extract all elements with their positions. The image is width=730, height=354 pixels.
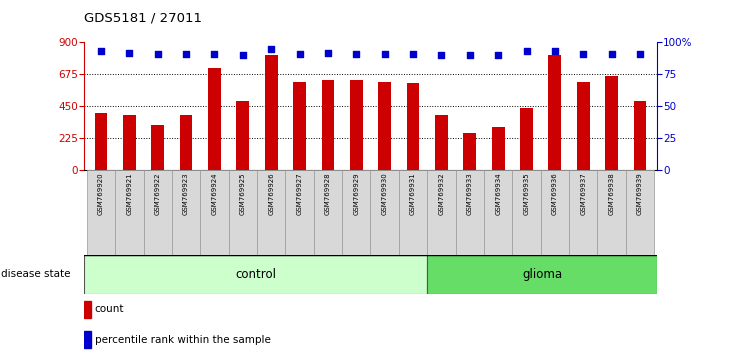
Text: GSM769934: GSM769934: [495, 172, 501, 215]
Text: GSM769922: GSM769922: [155, 172, 161, 215]
Text: glioma: glioma: [522, 268, 562, 281]
Text: disease state: disease state: [1, 269, 70, 279]
Bar: [84, 331, 91, 348]
Point: [464, 52, 476, 58]
Text: GSM769923: GSM769923: [183, 172, 189, 215]
Text: GSM769937: GSM769937: [580, 172, 586, 215]
Bar: [427, 170, 456, 255]
Point: [379, 51, 391, 57]
Bar: [123, 115, 136, 170]
Point: [152, 51, 164, 57]
Text: GSM769920: GSM769920: [98, 172, 104, 215]
Bar: [342, 170, 370, 255]
Point: [95, 48, 107, 54]
Text: GSM769929: GSM769929: [353, 172, 359, 215]
Text: GSM769927: GSM769927: [296, 172, 302, 215]
Bar: [180, 115, 193, 170]
Bar: [492, 127, 504, 170]
Bar: [512, 170, 541, 255]
Text: GSM769926: GSM769926: [268, 172, 274, 215]
Bar: [115, 170, 144, 255]
Bar: [399, 170, 427, 255]
Text: percentile rank within the sample: percentile rank within the sample: [95, 335, 271, 344]
Text: count: count: [95, 304, 124, 314]
Bar: [569, 170, 597, 255]
Text: GSM769924: GSM769924: [212, 172, 218, 215]
Bar: [172, 170, 200, 255]
Bar: [577, 82, 590, 170]
Bar: [435, 115, 447, 170]
Text: GSM769938: GSM769938: [609, 172, 615, 215]
Bar: [314, 170, 342, 255]
Point: [606, 51, 618, 57]
Point: [407, 51, 419, 57]
Text: GDS5181 / 27011: GDS5181 / 27011: [84, 12, 202, 25]
Bar: [285, 170, 314, 255]
Point: [634, 51, 646, 57]
Bar: [407, 83, 420, 170]
Point: [520, 48, 532, 54]
Text: GSM769930: GSM769930: [382, 172, 388, 215]
Text: GSM769928: GSM769928: [325, 172, 331, 215]
Bar: [228, 170, 257, 255]
Point: [180, 51, 192, 57]
Bar: [208, 68, 221, 170]
Bar: [427, 255, 657, 294]
Text: GSM769921: GSM769921: [126, 172, 132, 215]
Bar: [293, 82, 306, 170]
Point: [436, 52, 447, 58]
Text: GSM769933: GSM769933: [466, 172, 473, 215]
Text: GSM769935: GSM769935: [523, 172, 529, 215]
Bar: [634, 101, 646, 170]
Bar: [84, 301, 91, 318]
Point: [350, 51, 362, 57]
Text: GSM769936: GSM769936: [552, 172, 558, 215]
Bar: [541, 170, 569, 255]
Bar: [484, 170, 512, 255]
Text: GSM769925: GSM769925: [240, 172, 246, 215]
Point: [577, 51, 589, 57]
Point: [209, 51, 220, 57]
Bar: [548, 55, 561, 170]
Bar: [265, 55, 277, 170]
Point: [293, 51, 305, 57]
Bar: [371, 170, 399, 255]
Bar: [321, 80, 334, 170]
Bar: [520, 108, 533, 170]
Bar: [597, 170, 626, 255]
Bar: [378, 82, 391, 170]
Bar: [95, 113, 107, 170]
Text: control: control: [235, 268, 276, 281]
Bar: [257, 170, 285, 255]
Bar: [144, 170, 172, 255]
Bar: [151, 125, 164, 170]
Text: GSM769932: GSM769932: [439, 172, 445, 215]
Bar: [87, 170, 115, 255]
Point: [492, 52, 504, 58]
Point: [549, 48, 561, 54]
Bar: [200, 170, 228, 255]
Point: [322, 50, 334, 56]
Point: [123, 50, 135, 56]
Bar: [464, 133, 476, 170]
Point: [265, 46, 277, 52]
Bar: [237, 101, 249, 170]
Text: GSM769939: GSM769939: [637, 172, 643, 215]
Point: [237, 52, 249, 58]
Bar: [456, 170, 484, 255]
Bar: [626, 170, 654, 255]
Bar: [605, 76, 618, 170]
Text: GSM769931: GSM769931: [410, 172, 416, 215]
Bar: [350, 80, 363, 170]
Bar: [84, 255, 427, 294]
